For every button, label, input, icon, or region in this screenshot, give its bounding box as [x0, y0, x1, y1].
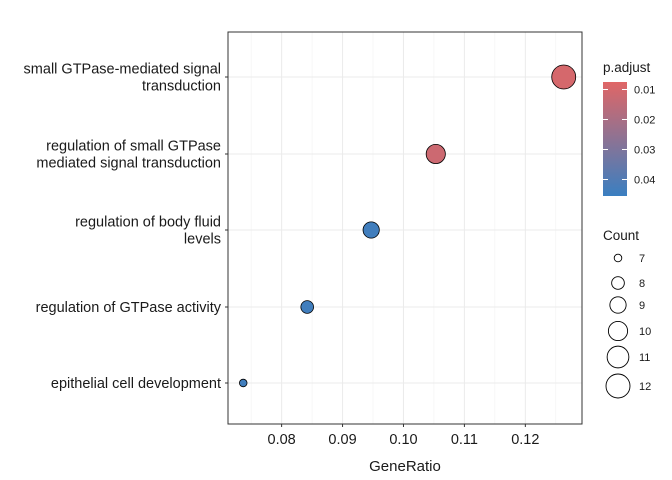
data-point: [362, 221, 380, 239]
size-legend-label: 7: [639, 253, 645, 265]
x-tick-label: 0.09: [328, 432, 356, 448]
y-tick-label: regulation of body fluid levels: [75, 215, 221, 248]
size-legend-label: 10: [639, 326, 651, 338]
y-tick-label: small GTPase-mediated signal transduction: [24, 62, 221, 95]
data-point: [551, 64, 577, 90]
x-axis: 0.08 0.09 0.10 0.11 0.12: [268, 424, 539, 448]
y-tick-label: regulation of small GTPase mediated signa…: [36, 139, 221, 172]
color-bar: [603, 82, 627, 196]
size-legend-keys: 7 8 9 10 11 12: [605, 253, 651, 399]
size-legend: Count 7 8 9 10 11 12: [603, 228, 651, 399]
size-legend-key: [611, 276, 625, 290]
y-axis: small GTPase-mediated signal transduction…: [24, 62, 228, 392]
panel-grid: [228, 32, 582, 424]
size-legend-key: [606, 345, 630, 369]
size-legend-title: Count: [603, 228, 639, 243]
data-point: [239, 378, 248, 388]
x-tick-label: 0.12: [511, 432, 539, 448]
color-bar-label: 0.04: [634, 175, 655, 187]
points-layer: [239, 64, 577, 388]
x-tick-label: 0.11: [451, 432, 478, 448]
size-legend-key: [609, 296, 627, 314]
y-tick-label: epithelial cell development: [51, 376, 221, 392]
x-tick-label: 0.10: [389, 432, 417, 448]
data-point: [300, 300, 314, 314]
size-legend-label: 8: [639, 278, 645, 290]
color-bar-label: 0.03: [634, 145, 655, 157]
y-tick-label: regulation of GTPase activity: [36, 300, 222, 316]
size-legend-key: [607, 320, 629, 342]
size-legend-key: [613, 253, 623, 263]
color-bar-label: 0.01: [634, 85, 655, 97]
color-legend: p.adjust 0.01 0.02 0.03 0.04: [603, 60, 655, 196]
color-legend-title: p.adjust: [603, 60, 651, 75]
color-bar-label: 0.02: [634, 115, 655, 127]
panel-border: [227, 31, 583, 425]
data-point: [425, 143, 446, 165]
size-legend-label: 12: [639, 381, 651, 393]
size-legend-label: 11: [639, 352, 650, 364]
color-bar-ticks: 0.01 0.02 0.03 0.04: [603, 85, 655, 187]
size-legend-label: 9: [639, 300, 645, 312]
size-legend-key: [605, 373, 631, 399]
x-axis-title: GeneRatio: [369, 458, 441, 475]
x-tick-label: 0.08: [268, 432, 296, 448]
